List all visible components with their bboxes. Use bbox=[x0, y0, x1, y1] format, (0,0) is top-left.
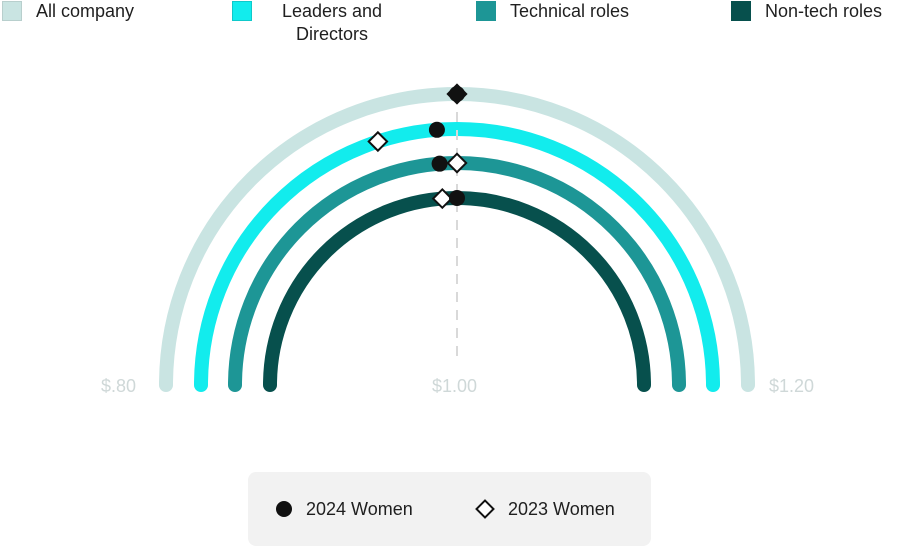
legend-label: Non-tech roles bbox=[765, 1, 883, 21]
legend-item-all-company: All company bbox=[2, 0, 134, 23]
filled-circle-icon bbox=[276, 501, 292, 517]
legend-item-leaders: Leaders and Directors bbox=[232, 0, 382, 44]
key-label-2023: 2023 Women bbox=[508, 499, 615, 519]
key-item-2024: 2024 Women bbox=[274, 498, 413, 520]
arc-1 bbox=[194, 122, 720, 392]
legend-label: All company bbox=[36, 1, 135, 21]
legend-item-non-tech: Non-tech roles bbox=[731, 0, 882, 23]
marker-2024-3 bbox=[449, 190, 465, 206]
key-label-2024: 2024 Women bbox=[306, 499, 413, 519]
diamond-icon bbox=[475, 499, 495, 519]
legend-label: Technical roles bbox=[510, 1, 630, 21]
legend-item-technical: Technical roles bbox=[476, 0, 629, 23]
legend: All company Leaders and Directors Techni… bbox=[0, 0, 900, 48]
marker-2024-0 bbox=[449, 86, 465, 102]
key-item-2023: 2023 Women bbox=[474, 498, 615, 520]
arc-chart bbox=[159, 83, 755, 392]
tick-label-min: $.80 bbox=[101, 376, 137, 396]
marker-2023-2 bbox=[446, 152, 468, 174]
marker-key: 2024 Women 2023 Women bbox=[248, 472, 651, 546]
tick-label-max: $1.20 bbox=[769, 376, 815, 396]
tick-label-mid: $1.00 bbox=[432, 376, 478, 396]
marker-2023-3 bbox=[431, 187, 453, 210]
legend-label: Leaders and Directors bbox=[281, 1, 383, 44]
marker-2024-1 bbox=[428, 121, 445, 138]
legend-swatch bbox=[731, 1, 751, 21]
marker-2024-2 bbox=[431, 155, 448, 172]
legend-swatch bbox=[232, 1, 252, 21]
legend-swatch bbox=[2, 1, 22, 21]
marker-2023-1 bbox=[367, 130, 389, 153]
legend-swatch bbox=[476, 1, 496, 21]
